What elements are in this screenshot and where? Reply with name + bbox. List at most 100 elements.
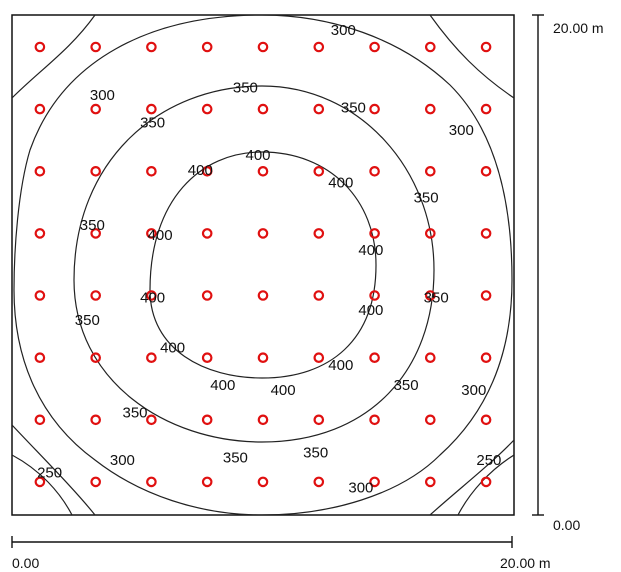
contour-labels: 300 300 350 350 350 300 400 400 400 350 350 400 400 4… (37, 22, 501, 497)
measurement-point (90, 166, 101, 177)
contour-label: 350 (140, 115, 165, 132)
measurement-point (90, 414, 101, 426)
y-scale-start: 0.00 (553, 517, 580, 533)
contour-350 (73, 85, 435, 443)
measurement-point (201, 414, 213, 426)
measurement-point (480, 476, 492, 488)
measurement-point (90, 228, 101, 239)
contour-label: 350 (80, 217, 105, 234)
measurement-point (34, 414, 46, 426)
measurement-point (201, 166, 213, 177)
measurement-point (480, 414, 492, 426)
measurement-point (313, 228, 325, 239)
measurement-point (34, 352, 46, 363)
contour-label: 400 (245, 147, 270, 164)
contour-label: 300 (110, 452, 135, 469)
measurement-point (146, 41, 157, 53)
contour-label: 350 (341, 100, 366, 117)
measurement-point (34, 476, 46, 488)
measurement-point (90, 476, 101, 488)
contour-label: 400 (358, 302, 383, 319)
measurement-point (201, 352, 213, 363)
contour-label: 300 (461, 382, 486, 399)
measurement-point (34, 290, 46, 301)
measurement-point (424, 103, 436, 115)
measurement-point (313, 41, 325, 53)
measurement-point (424, 166, 436, 177)
measurement-point (146, 103, 157, 115)
measurement-point (146, 476, 157, 488)
contour-label: 350 (424, 290, 449, 307)
measurement-point (369, 352, 380, 363)
x-scale-bar: 0.00 20.00 m (11, 536, 551, 571)
measurement-point (369, 41, 380, 53)
contour-label: 350 (233, 80, 258, 97)
contour-300-main (12, 15, 514, 515)
contour-label: 400 (188, 162, 213, 179)
contour-label: 300 (331, 22, 356, 39)
measurement-point (257, 103, 269, 115)
contour-label: 400 (148, 227, 173, 244)
measurement-point (90, 352, 101, 363)
measurement-point (424, 290, 436, 301)
measurement-point (257, 290, 269, 301)
measurement-point (201, 41, 213, 53)
measurement-point (257, 228, 269, 239)
measurement-point (257, 476, 269, 488)
measurement-point (369, 414, 380, 426)
contour-label: 400 (160, 340, 185, 357)
measurement-point (480, 103, 492, 115)
measurement-point (313, 476, 325, 488)
measurement-point (201, 228, 213, 239)
contour-label: 400 (358, 242, 383, 259)
measurement-point (313, 166, 325, 177)
measurement-point (480, 41, 492, 53)
contour-label: 400 (271, 382, 296, 399)
contour-400 (149, 151, 377, 379)
x-scale-end: 20.00 m (500, 555, 551, 571)
contour-label: 400 (210, 377, 235, 394)
measurement-point (257, 352, 269, 363)
measurement-point (146, 166, 157, 177)
measurement-point (480, 166, 492, 177)
contour-label: 350 (223, 450, 248, 467)
measurement-point (424, 352, 436, 363)
contour-label: 400 (140, 290, 165, 307)
measurement-point (201, 476, 213, 488)
measurement-point (90, 41, 101, 53)
contour-label: 400 (328, 357, 353, 374)
measurement-point (369, 103, 380, 115)
measurement-point (257, 41, 269, 53)
measurement-point (146, 290, 157, 301)
measurement-point (34, 166, 46, 177)
measurement-point (313, 352, 325, 363)
contour-lines (12, 15, 514, 515)
contour-label: 400 (328, 175, 353, 192)
measurement-point (146, 228, 157, 239)
measurement-point (313, 414, 325, 426)
measurement-point (369, 166, 380, 177)
plot-frame (11, 14, 515, 516)
y-scale-end: 20.00 m (553, 20, 604, 36)
measurement-point (424, 476, 436, 488)
measurement-point (424, 414, 436, 426)
measurement-point (201, 103, 213, 115)
measurement-point (34, 41, 46, 53)
measurement-point (369, 290, 380, 301)
contour-label: 350 (122, 405, 147, 422)
contour-label: 250 (476, 452, 501, 469)
contour-label: 300 (348, 480, 373, 497)
measurement-point (146, 414, 157, 426)
measurement-point (313, 290, 325, 301)
measurement-point (34, 103, 46, 115)
y-scale-bar: 20.00 m 0.00 (532, 14, 604, 533)
measurement-point (424, 228, 436, 239)
measurement-point (257, 166, 269, 177)
contour-label: 350 (394, 377, 419, 394)
contour-label: 250 (37, 465, 62, 482)
measurement-point (424, 41, 436, 53)
contour-label: 350 (414, 190, 439, 207)
contour-label: 350 (75, 312, 100, 329)
measurement-point (480, 352, 492, 363)
measurement-point (480, 228, 492, 239)
